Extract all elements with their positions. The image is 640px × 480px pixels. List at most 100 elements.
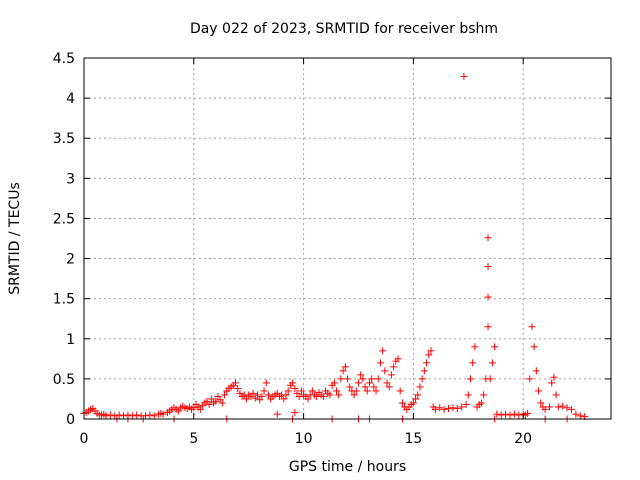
data-point (249, 389, 257, 397)
data-point (339, 367, 347, 375)
data-point (350, 391, 358, 399)
data-point (497, 411, 505, 419)
data-point (297, 387, 305, 395)
y-tick-label: 1.5 (53, 292, 75, 308)
data-point (552, 391, 560, 399)
data-point (385, 383, 393, 391)
data-point (477, 399, 485, 407)
y-tick-label: 3.5 (53, 131, 75, 147)
data-point (352, 387, 360, 395)
data-point (242, 395, 250, 403)
data-point (218, 399, 226, 407)
data-point (291, 409, 299, 417)
data-point (458, 403, 466, 411)
data-point (282, 391, 290, 399)
data-point (546, 403, 554, 411)
data-point (106, 411, 114, 419)
data-point (253, 391, 261, 399)
data-point (440, 405, 448, 413)
data-point (374, 375, 382, 383)
data-point (431, 405, 439, 413)
x-axis: 0 5 10 15 20 (80, 58, 532, 447)
data-point (289, 379, 297, 387)
data-point (535, 387, 543, 395)
data-point (304, 395, 312, 403)
data-point (567, 405, 575, 413)
data-point (559, 402, 567, 410)
data-point (484, 323, 492, 331)
data-point (563, 404, 571, 412)
data-point (420, 367, 428, 375)
x-tick-label: 10 (295, 431, 313, 447)
data-point (313, 393, 321, 401)
data-point (554, 403, 562, 411)
data-point (326, 391, 334, 399)
data-point (258, 393, 266, 401)
y-axis-label: SRMTID / TECUs (7, 182, 23, 295)
y-tick-label: 4 (66, 91, 75, 107)
data-point (262, 379, 270, 387)
data-point (370, 383, 378, 391)
data-point (484, 234, 492, 242)
data-point (150, 412, 158, 420)
data-point (232, 379, 240, 387)
data-point (572, 410, 580, 418)
data-point (427, 347, 435, 355)
data-point (480, 391, 488, 399)
data-point (464, 391, 472, 399)
data-point (357, 371, 365, 379)
data-point (398, 399, 406, 407)
data-point (196, 405, 204, 413)
data-point (383, 379, 391, 387)
data-point (515, 411, 523, 419)
data-point (159, 410, 167, 418)
y-tick-label: 2 (66, 252, 75, 268)
plot-frame (83, 57, 612, 420)
data-point (344, 375, 351, 383)
data-point (409, 399, 417, 407)
data-point (491, 343, 499, 351)
data-point (284, 387, 292, 395)
y-tick-label: 4.5 (53, 51, 75, 67)
data-point (462, 401, 470, 409)
data-point (341, 363, 349, 371)
data-point (291, 385, 299, 393)
x-tick-label: 20 (514, 431, 532, 447)
data-point (335, 391, 343, 399)
data-point (396, 387, 404, 395)
data-point (234, 385, 242, 393)
grid (84, 58, 611, 419)
data-point (115, 411, 123, 419)
data-point (469, 359, 477, 367)
data-point (425, 351, 433, 359)
y-tick-label: 0 (66, 412, 75, 428)
data-point (376, 359, 384, 367)
data-point (541, 405, 549, 413)
data-point (354, 379, 362, 387)
data-point (295, 393, 303, 401)
data-point (387, 371, 395, 379)
data-point (120, 412, 128, 420)
data-point (333, 387, 341, 395)
data-point (273, 410, 281, 418)
data-point (493, 410, 501, 418)
data-point (526, 375, 534, 383)
data-point (550, 373, 558, 381)
y-tick-label: 2.5 (53, 211, 75, 227)
data-point (372, 387, 380, 395)
data-point (128, 412, 136, 420)
data-point (484, 293, 492, 301)
y-axis: 0 0.5 1 1.5 2 2.5 3 3.5 4 4.5 (53, 51, 611, 428)
data-point (390, 363, 398, 371)
data-point (308, 387, 316, 395)
data-point (363, 387, 371, 395)
chart-title: Day 022 of 2023, SRMTID for receiver bsh… (190, 21, 498, 37)
data-point (368, 375, 376, 383)
data-point (530, 343, 538, 351)
data-point (460, 72, 468, 80)
data-point (205, 401, 213, 409)
data-point (488, 359, 496, 367)
data-point (418, 375, 426, 383)
data-point (502, 410, 510, 418)
data-point (337, 375, 345, 383)
